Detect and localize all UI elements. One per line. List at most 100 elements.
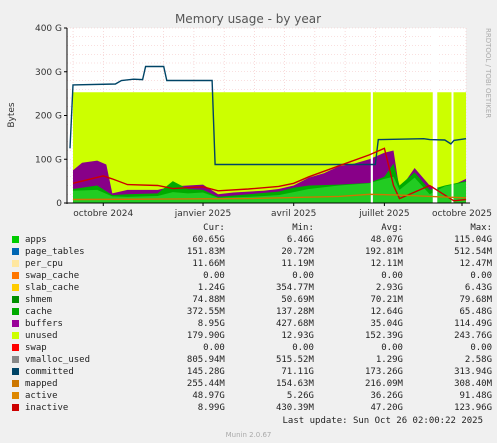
- legend-cur: 74.88M: [192, 295, 225, 305]
- x-tick-label: juillet 2025: [358, 209, 410, 219]
- y-tick-label: 400 G: [35, 24, 62, 34]
- legend-cur: 8.99G: [197, 403, 225, 413]
- rrdtool-credit: RRDTOOL / TOBI OETIKER: [484, 28, 492, 118]
- legend-row-vmalloc-used: vmalloc_used 805.94M 515.52M 1.29G 2.58G: [12, 354, 492, 366]
- x-tick-label: octobre 2025: [432, 209, 492, 219]
- legend-swatch: [12, 236, 19, 243]
- legend-min: 137.28M: [275, 307, 314, 317]
- data-areas: [73, 28, 466, 203]
- legend-cur: 805.94M: [186, 355, 225, 365]
- legend-max: 79.68M: [459, 295, 492, 305]
- area-apps: [73, 176, 466, 203]
- legend-row-active: active 48.97G 5.26G 36.26G 91.48G: [12, 390, 492, 402]
- legend-min: 6.46G: [286, 235, 314, 245]
- legend-name: committed: [25, 367, 74, 377]
- legend-avg: 47.20G: [370, 403, 403, 413]
- legend-cur: 151.83M: [186, 247, 225, 257]
- line-mapped: [72, 193, 467, 201]
- legend-name: per_cpu: [25, 259, 63, 269]
- x-tick-label: avril 2025: [271, 209, 316, 219]
- legend-swatch: [12, 248, 19, 255]
- legend-min: 154.63M: [275, 379, 314, 389]
- data-gap: [370, 28, 373, 203]
- legend-swatch: [12, 260, 19, 267]
- legend-max: 115.04G: [454, 235, 492, 245]
- legend-max: 12.47M: [459, 259, 492, 269]
- legend-avg: 0.00: [381, 343, 403, 353]
- legend-swatch: [12, 404, 19, 411]
- legend: Cur: Min: Avg: Max: apps 60.65G 6.46G 48.07…: [12, 222, 492, 414]
- legend-name: active: [25, 391, 58, 401]
- legend-swatch: [12, 344, 19, 351]
- header-min: Min:: [292, 223, 314, 233]
- legend-cur: 48.97G: [192, 391, 225, 401]
- last-update: Last update: Sun Oct 26 02:00:22 2025: [282, 416, 483, 426]
- legend-avg: 12.64G: [370, 307, 403, 317]
- data-gap: [432, 28, 438, 203]
- legend-cur: 8.95G: [197, 319, 225, 329]
- legend-swatch: [12, 380, 19, 387]
- legend-row-inactive: inactive 8.99G 430.39M 47.20G 123.96G: [12, 402, 492, 414]
- legend-avg: 2.93G: [375, 283, 403, 293]
- legend-avg: 70.21M: [370, 295, 403, 305]
- legend-row-slab-cache: slab_cache 1.24G 354.77M 2.93G 6.43G: [12, 282, 492, 294]
- y-axis-label: Bytes: [7, 102, 17, 128]
- x-tick-label: janvier 2025: [174, 209, 232, 219]
- legend-max: 91.48G: [459, 391, 492, 401]
- legend-swatch: [12, 284, 19, 291]
- legend-max: 114.49G: [454, 319, 492, 329]
- data-gap: [451, 28, 454, 203]
- munin-version: Munin 2.0.67: [225, 431, 272, 439]
- legend-min: 515.52M: [275, 355, 314, 365]
- legend-max: 308.40M: [454, 379, 492, 389]
- legend-name: mapped: [25, 379, 58, 389]
- legend-row-swap: swap 0.00 0.00 0.00 0.00: [12, 342, 492, 354]
- legend-name: cache: [25, 307, 53, 317]
- legend-swatch: [12, 356, 19, 363]
- legend-row-shmem: shmem 74.88M 50.69M 70.21M 79.68M: [12, 294, 492, 306]
- legend-avg: 173.26G: [365, 367, 403, 377]
- legend-min: 20.72M: [281, 247, 314, 257]
- legend-name: buffers: [25, 319, 63, 329]
- y-tick-label: 100 G: [35, 155, 62, 165]
- legend-avg: 192.81M: [365, 247, 403, 257]
- legend-avg: 152.39G: [365, 331, 403, 341]
- legend-cur: 145.28G: [186, 367, 225, 377]
- legend-avg: 48.07G: [370, 235, 403, 245]
- legend-header: Cur: Min: Avg: Max:: [12, 222, 492, 234]
- legend-swatch: [12, 332, 19, 339]
- legend-avg: 35.04G: [370, 319, 403, 329]
- memory-chart: Memory usage - by year Bytes RRDTOOL / T…: [7, 12, 492, 219]
- legend-swatch: [12, 392, 19, 399]
- legend-name: inactive: [25, 403, 69, 413]
- header-avg: Avg:: [381, 223, 403, 233]
- legend-min: 50.69M: [281, 295, 314, 305]
- legend-cur: 0.00: [203, 271, 225, 281]
- legend-min: 430.39M: [275, 403, 314, 413]
- legend-name: swap: [25, 343, 47, 353]
- legend-max: 0.00: [470, 271, 492, 281]
- legend-max: 6.43G: [464, 283, 492, 293]
- legend-name: swap_cache: [25, 271, 80, 281]
- legend-cur: 11.66M: [192, 259, 225, 269]
- legend-max: 65.48G: [459, 307, 492, 317]
- legend-name: unused: [25, 331, 58, 341]
- legend-max: 123.96G: [454, 403, 492, 413]
- legend-cur: 179.90G: [186, 331, 225, 341]
- legend-min: 427.68M: [275, 319, 314, 329]
- chart-title: Memory usage - by year: [175, 12, 321, 26]
- line-committed: [69, 65, 467, 166]
- legend-min: 0.00: [292, 271, 314, 281]
- legend-row-committed: committed 145.28G 71.11G 173.26G 313.94G: [12, 366, 492, 378]
- legend-max: 313.94G: [454, 367, 492, 377]
- legend-min: 11.19M: [281, 259, 314, 269]
- legend-max: 512.54M: [454, 247, 492, 257]
- legend-name: page_tables: [25, 247, 85, 257]
- y-tick-label: 200 G: [35, 112, 62, 122]
- legend-avg: 0.00: [381, 271, 403, 281]
- legend-max: 243.76G: [454, 331, 492, 341]
- legend-swatch: [12, 320, 19, 327]
- legend-row-buffers: buffers 8.95G 427.68M 35.04G 114.49G: [12, 318, 492, 330]
- x-ticks: octobre 2024 janvier 2025 avril 2025 juille…: [73, 203, 492, 219]
- legend-cur: 1.24G: [197, 283, 225, 293]
